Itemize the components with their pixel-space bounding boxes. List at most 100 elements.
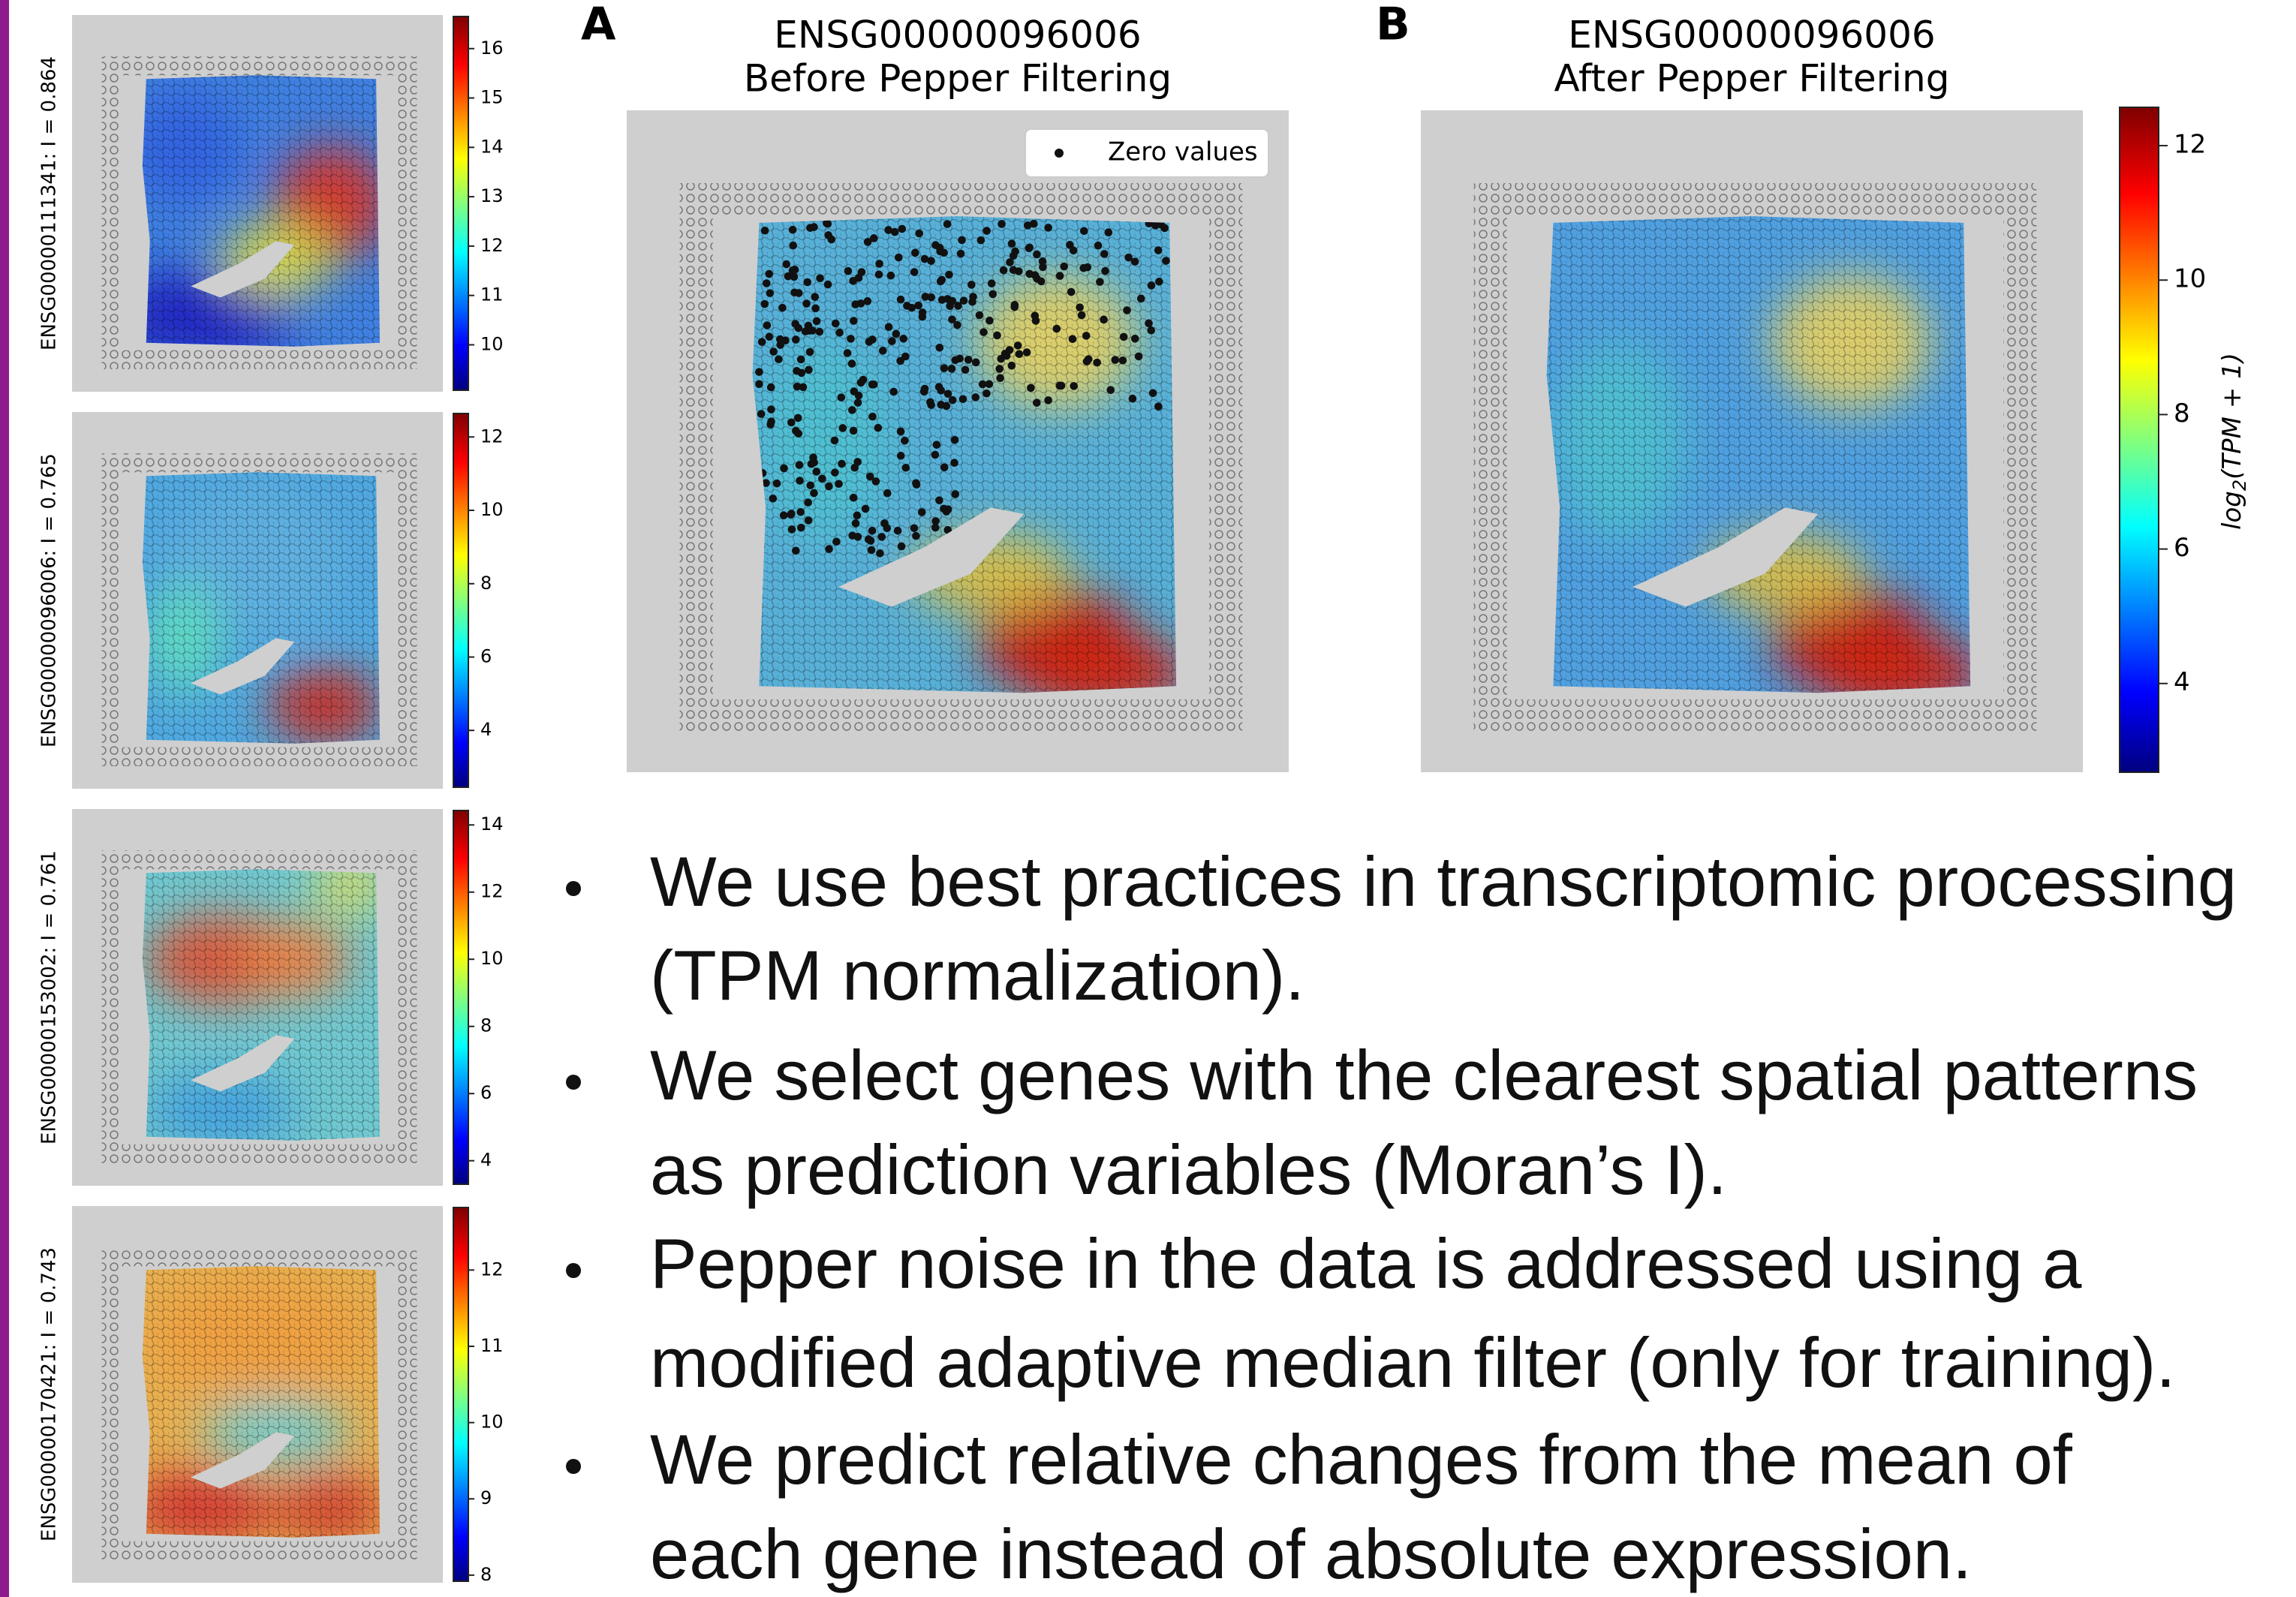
colorbar [453,17,468,390]
zero-spot [944,505,952,513]
zero-spot [1025,270,1034,278]
bullet-text: modified adaptive median filter (only fo… [650,1323,2175,1402]
bullet-text: We select genes with the clearest spatia… [650,1036,2198,1114]
label-sub: 2 [2229,480,2250,491]
colorbar-tick-label: 4 [480,719,492,740]
zero-spot [766,420,775,429]
zero-spot [763,279,771,287]
zero-spot [1069,335,1077,343]
zero-spot [894,527,902,535]
zero-spot [1129,395,1137,403]
zero-spot [897,428,905,436]
zero-spot [976,311,984,320]
zero-spot [1000,266,1008,275]
zero-spot [825,545,833,553]
zero-spot [935,344,943,352]
zero-spot [950,459,958,467]
zero-spot [989,290,997,299]
zero-spot [1100,316,1108,324]
colorbar-tick-label: 4 [2174,667,2190,697]
bullet-text: We use best practices in transcriptomic … [650,842,2237,921]
tissue-image [72,412,443,789]
zero-spot [1080,227,1088,235]
zero-spot [927,257,935,265]
zero-spot [806,224,814,232]
zero-spot [998,220,1006,228]
zero-spot [1135,353,1143,361]
panel-subtitle: Before Pepper Filtering [744,57,1172,101]
zero-spot [979,380,987,389]
zero-spot [1010,303,1019,311]
zero-spot [789,242,797,250]
zero-spot [1014,341,1022,350]
zero-spot [1067,288,1076,296]
zero-spot [792,546,800,555]
zero-spot [870,234,878,242]
zero-spot [767,405,775,414]
zero-spot [946,302,954,310]
zero-spot [1008,362,1016,370]
zero-spot [780,511,788,519]
zero-spot [1154,402,1163,411]
zero-spot [1083,357,1091,365]
zero-spot [1044,224,1052,232]
zero-spot [854,398,862,407]
zero-spot [1148,281,1156,290]
zero-spot [949,396,957,405]
side-panel-label: ENSG00000096006: I = 0.765 [38,453,61,747]
zero-spot [787,419,796,427]
zero-spot [793,383,802,391]
zero-spot [813,468,821,476]
colorbar-tick-label: 12 [480,426,504,447]
zero-spot [844,267,853,275]
colorbar-tick-label: 8 [480,1564,492,1585]
zero-spot [911,249,919,257]
zero-spot [948,315,956,323]
zero-spot [902,464,910,472]
zero-spot [806,348,814,356]
colorbar [453,811,468,1184]
zero-spot [892,330,901,338]
colorbar-tick-label: 6 [480,646,492,667]
colorbar [453,1208,468,1581]
zero-spot [937,278,945,286]
zero-spot [793,367,801,375]
zero-spot [850,494,858,502]
colorbar-tick-label: 12 [2174,130,2206,160]
zero-spot [1149,389,1157,398]
zero-spot [1100,250,1109,258]
bullet-dot [566,881,581,896]
zero-spot [926,398,934,407]
panel-title: ENSG00000096006 [1568,14,1935,57]
zero-spot [868,335,877,344]
zero-spot [943,220,952,228]
zero-spot [899,335,907,343]
zero-spot [796,477,804,485]
zero-spot [1037,278,1046,286]
zero-spot [876,549,884,558]
colorbar-tick-label: 8 [2174,398,2190,429]
zero-spot [813,317,821,326]
zero-spot [838,393,846,402]
label-rest: (TPM + 1) [2217,353,2247,480]
zero-spot [802,299,811,308]
zero-spot [1147,326,1155,335]
zero-spot [769,347,778,356]
colorbar [2120,107,2159,772]
zero-spot [931,241,940,249]
zero-spot [969,293,977,301]
zero-spot [943,295,952,303]
zero-spot [1078,311,1086,320]
tissue-image [627,110,1289,772]
zero-spot [940,364,949,372]
zero-spot [1155,278,1163,286]
zero-spot [850,387,859,395]
colorbar-tick-label: 11 [480,284,504,305]
zero-spot [945,271,953,279]
zero-spot [977,236,986,245]
tissue-image [72,15,443,392]
colorbar-tick-label: 6 [480,1082,492,1103]
zero-spot [782,260,790,269]
zero-spot [868,413,877,421]
colorbar-label: log2(TPM + 1) [2217,353,2251,530]
